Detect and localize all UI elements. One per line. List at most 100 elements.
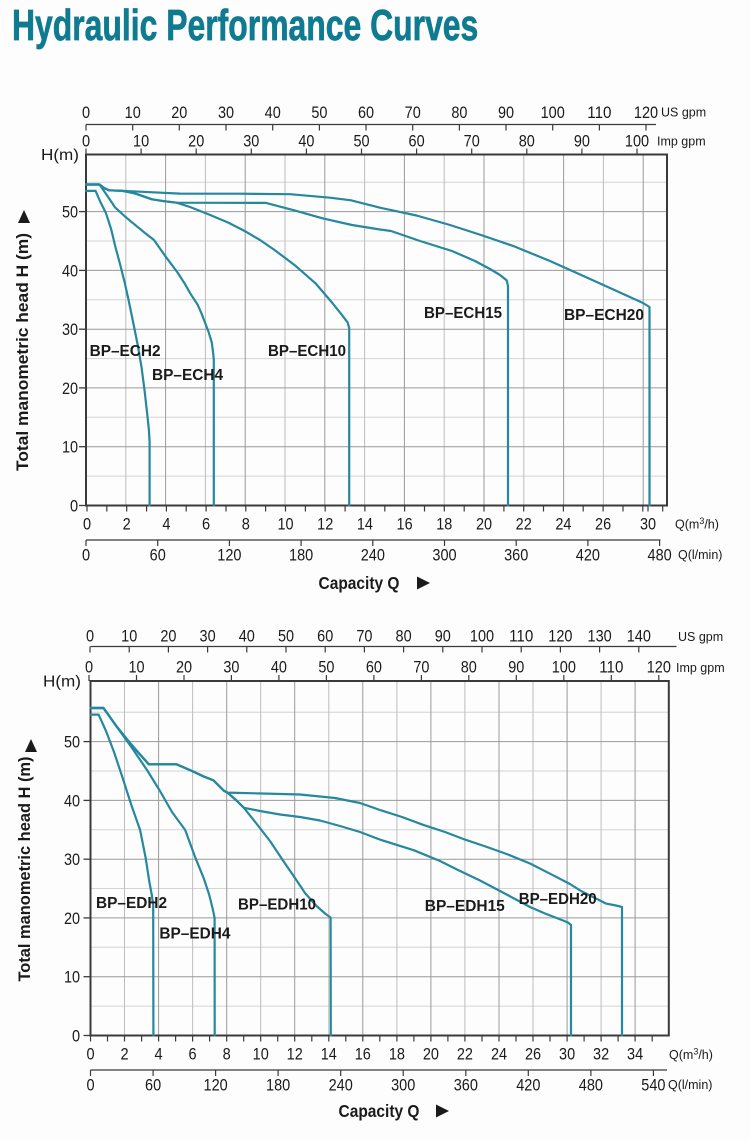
- svg-text:360: 360: [504, 547, 528, 565]
- svg-text:70: 70: [405, 104, 421, 122]
- svg-text:10: 10: [125, 104, 141, 122]
- svg-text:70: 70: [356, 628, 372, 646]
- svg-text:100: 100: [552, 659, 576, 677]
- svg-text:120: 120: [647, 659, 671, 677]
- svg-text:40: 40: [62, 262, 78, 280]
- svg-text:Total manometric head H (m): Total manometric head H (m): [15, 757, 34, 982]
- svg-text:120: 120: [204, 1077, 228, 1095]
- svg-text:50: 50: [62, 204, 78, 222]
- svg-text:10: 10: [133, 133, 149, 151]
- svg-text:100: 100: [470, 628, 494, 646]
- svg-text:16: 16: [355, 1046, 371, 1064]
- svg-text:10: 10: [277, 516, 293, 534]
- svg-text:0: 0: [86, 628, 94, 646]
- svg-text:50: 50: [311, 104, 327, 122]
- svg-text:Capacity Q: Capacity Q: [339, 1101, 420, 1121]
- svg-text:130: 130: [588, 628, 612, 646]
- svg-text:180: 180: [266, 1077, 290, 1095]
- svg-text:6: 6: [202, 516, 210, 534]
- svg-text:0: 0: [72, 1028, 80, 1046]
- svg-text:80: 80: [519, 133, 535, 151]
- svg-text:110: 110: [599, 659, 623, 677]
- svg-text:90: 90: [508, 659, 524, 677]
- svg-text:Total manometric head H (m): Total manometric head H (m): [13, 233, 32, 471]
- svg-text:480: 480: [579, 1077, 603, 1095]
- svg-text:240: 240: [361, 547, 385, 565]
- svg-text:10: 10: [62, 439, 78, 457]
- svg-text:20: 20: [62, 380, 78, 398]
- svg-text:20: 20: [188, 133, 204, 151]
- svg-text:Imp gpm: Imp gpm: [657, 135, 706, 149]
- svg-text:140: 140: [627, 628, 651, 646]
- svg-text:10: 10: [128, 659, 144, 677]
- svg-text:0: 0: [86, 1046, 94, 1064]
- svg-text:0: 0: [86, 1077, 94, 1095]
- svg-text:80: 80: [396, 628, 412, 646]
- svg-text:60: 60: [409, 133, 425, 151]
- svg-text:2: 2: [123, 516, 131, 534]
- svg-text:60: 60: [317, 628, 333, 646]
- svg-text:24: 24: [491, 1046, 507, 1064]
- svg-text:BP–EDH4: BP–EDH4: [159, 926, 230, 943]
- svg-text:26: 26: [525, 1046, 541, 1064]
- svg-text:180: 180: [289, 547, 313, 565]
- svg-text:BP–EDH2: BP–EDH2: [96, 895, 167, 912]
- svg-text:300: 300: [432, 547, 456, 565]
- svg-text:30: 30: [243, 133, 259, 151]
- svg-text:120: 120: [548, 628, 572, 646]
- svg-text:110: 110: [587, 104, 611, 122]
- svg-text:50: 50: [318, 659, 334, 677]
- svg-text:100: 100: [541, 104, 565, 122]
- svg-text:30: 30: [64, 851, 80, 869]
- svg-text:H(m): H(m): [41, 147, 79, 164]
- svg-text:24: 24: [555, 516, 571, 534]
- svg-text:Q(l/min): Q(l/min): [668, 1078, 712, 1092]
- svg-text:90: 90: [435, 628, 451, 646]
- svg-text:300: 300: [391, 1077, 415, 1095]
- svg-text:0: 0: [85, 659, 93, 677]
- svg-text:30: 30: [200, 628, 216, 646]
- svg-text:32: 32: [593, 1046, 609, 1064]
- svg-text:20: 20: [160, 628, 176, 646]
- svg-text:22: 22: [516, 516, 532, 534]
- svg-text:80: 80: [461, 659, 477, 677]
- svg-text:10: 10: [121, 628, 137, 646]
- svg-text:BP–EDH10: BP–EDH10: [238, 897, 316, 914]
- svg-text:20: 20: [64, 910, 80, 928]
- svg-text:420: 420: [516, 1077, 540, 1095]
- svg-text:Q(m3/h): Q(m3/h): [669, 1047, 713, 1063]
- svg-text:US gpm: US gpm: [661, 106, 706, 120]
- svg-text:20: 20: [476, 516, 492, 534]
- svg-text:BP–ECH4: BP–ECH4: [152, 367, 223, 384]
- svg-text:50: 50: [64, 734, 80, 752]
- svg-text:420: 420: [576, 547, 600, 565]
- svg-text:BP–ECH2: BP–ECH2: [90, 343, 161, 360]
- svg-text:30: 30: [223, 659, 239, 677]
- svg-text:30: 30: [62, 321, 78, 339]
- svg-text:BP–ECH15: BP–ECH15: [424, 305, 502, 322]
- svg-text:540: 540: [641, 1077, 665, 1095]
- svg-text:34: 34: [627, 1046, 643, 1064]
- svg-text:120: 120: [217, 547, 241, 565]
- svg-text:20: 20: [423, 1046, 439, 1064]
- svg-text:100: 100: [625, 133, 649, 151]
- svg-text:50: 50: [278, 628, 294, 646]
- svg-text:90: 90: [498, 104, 514, 122]
- svg-text:14: 14: [357, 516, 373, 534]
- svg-text:BP–ECH10: BP–ECH10: [268, 343, 346, 360]
- svg-text:BP–EDH15: BP–EDH15: [425, 898, 505, 915]
- svg-text:6: 6: [189, 1046, 197, 1064]
- svg-text:0: 0: [70, 498, 78, 516]
- svg-text:0: 0: [82, 104, 90, 122]
- svg-text:18: 18: [436, 516, 452, 534]
- svg-text:18: 18: [389, 1046, 405, 1064]
- svg-text:360: 360: [454, 1077, 478, 1095]
- svg-text:480: 480: [648, 547, 672, 565]
- svg-text:Q(l/min): Q(l/min): [678, 548, 722, 562]
- svg-text:4: 4: [155, 1046, 163, 1064]
- svg-text:H(m): H(m): [43, 674, 81, 691]
- svg-text:40: 40: [64, 792, 80, 810]
- svg-text:20: 20: [176, 659, 192, 677]
- svg-text:0: 0: [82, 133, 90, 151]
- svg-text:8: 8: [223, 1046, 231, 1064]
